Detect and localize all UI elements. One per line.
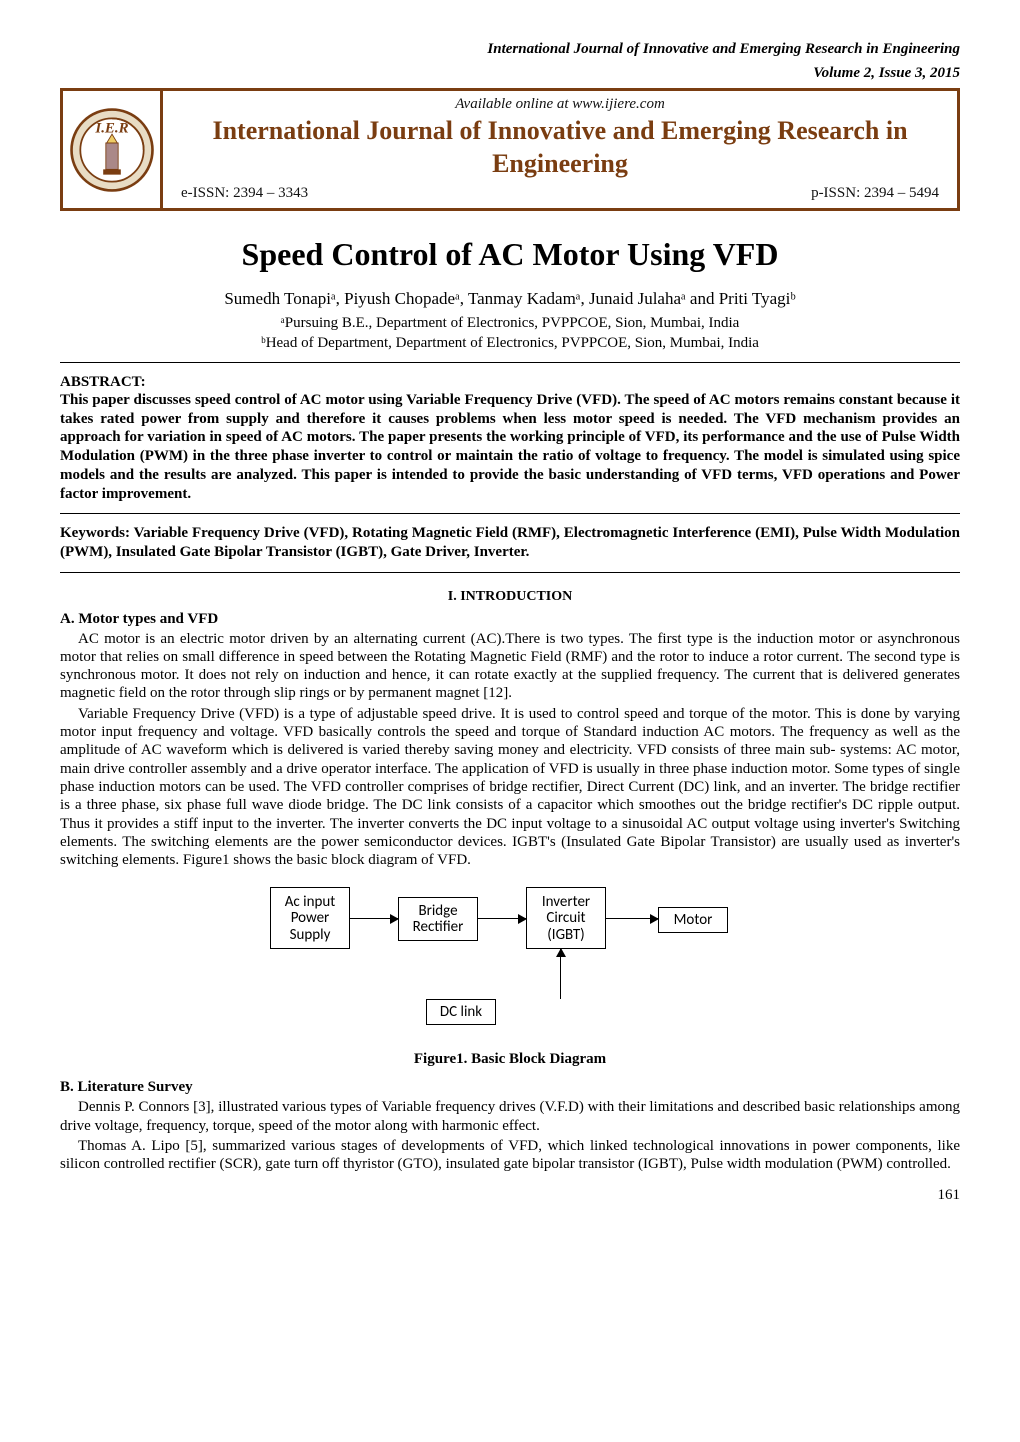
diagram-node-ac: Ac inputPowerSupply [270,887,350,949]
figure-1: Ac inputPowerSupply BridgeRectifier Invert… [60,887,960,1068]
para-b2: Thomas A. Lipo [5], summarized various s… [60,1137,960,1174]
keywords: Keywords: Variable Frequency Drive (VFD)… [60,524,960,562]
diagram-node-rect: BridgeRectifier [398,897,478,941]
diagram-arrow-dclink-inv [560,949,561,999]
page-number: 161 [60,1186,960,1204]
paper-title: Speed Control of AC Motor Using VFD [60,235,960,273]
diagram-arrow-inv-motor [606,918,658,919]
section-1-heading: I. INTRODUCTION [60,589,960,606]
para-a1: AC motor is an electric motor driven by … [60,630,960,703]
para-a2: Variable Frequency Drive (VFD) is a type… [60,705,960,870]
svg-text:I.E.R: I.E.R [94,120,128,136]
figure-1-caption: Figure1. Basic Block Diagram [60,1050,960,1068]
affiliation-b: ᵇHead of Department, Department of Elect… [60,334,960,352]
rule-bottom [60,572,960,573]
abstract-label: ABSTRACT: [60,374,146,390]
diagram-node-inv: InverterCircuit(IGBT) [526,887,606,949]
rule-mid [60,513,960,514]
subsection-a-heading: A. Motor types and VFD [60,610,960,628]
running-header-issue: Volume 2, Issue 3, 2015 [60,64,960,82]
authors-line: Sumedh Tonapiᵃ, Piyush Chopadeᵃ, Tanmay … [60,289,960,309]
block-diagram: Ac inputPowerSupply BridgeRectifier Invert… [270,887,750,1037]
diagram-node-dclink: DC link [426,999,496,1025]
journal-logo: I.E.R [63,91,163,208]
masthead-body: Available online at www.ijiere.com Inter… [163,91,957,208]
p-issn: p-ISSN: 2394 – 5494 [811,184,939,202]
affiliation-a: ᵃPursuing B.E., Department of Electronic… [60,314,960,332]
diagram-arrow-rect-inv [478,918,526,919]
available-online: Available online at www.ijiere.com [171,95,949,113]
e-issn: e-ISSN: 2394 – 3343 [181,184,308,202]
diagram-node-motor: Motor [658,907,728,933]
abstract-text: This paper discusses speed control of AC… [60,391,960,504]
logo-icon: I.E.R [68,106,156,194]
diagram-arrow-ac-rect [350,918,398,919]
journal-name: International Journal of Innovative and … [171,115,949,180]
para-b1: Dennis P. Connors [3], illustrated vario… [60,1098,960,1135]
rule-top [60,362,960,363]
running-header-journal: International Journal of Innovative and … [60,40,960,58]
masthead: I.E.R Available online at www.ijiere.com… [60,88,960,211]
subsection-b-heading: B. Literature Survey [60,1078,960,1096]
